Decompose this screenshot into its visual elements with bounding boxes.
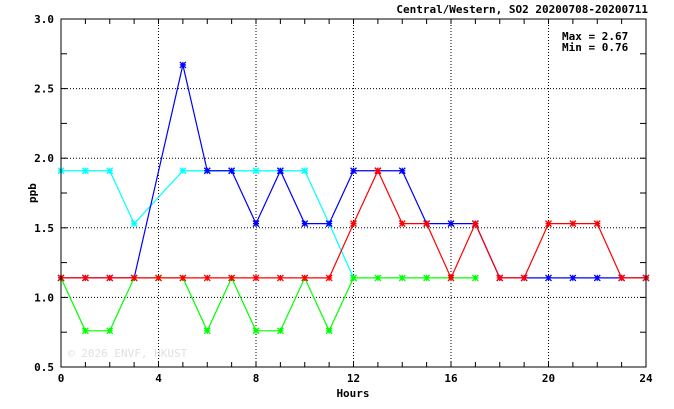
- series-line-day2: [61, 64, 646, 279]
- data-point-day4: [276, 274, 284, 282]
- data-point-day3: [350, 274, 357, 282]
- x-axis-label: Hours: [336, 387, 369, 400]
- data-point-day1: [179, 167, 187, 175]
- data-point-day4: [520, 274, 528, 282]
- data-point-day4: [545, 220, 552, 228]
- series-line-day1: [61, 170, 355, 279]
- data-point-day2: [545, 274, 552, 282]
- data-point-day2: [398, 167, 406, 175]
- data-point-day3: [276, 327, 284, 335]
- data-point-day2: [252, 220, 260, 228]
- data-point-day2: [325, 220, 333, 228]
- data-point-day4: [471, 220, 479, 228]
- data-point-day3: [106, 327, 114, 335]
- data-point-day4: [398, 220, 406, 228]
- data-point-day1: [252, 167, 260, 175]
- data-point-day4: [252, 274, 260, 282]
- data-point-day2: [179, 61, 187, 69]
- y-tick-label: 0.5: [34, 361, 54, 374]
- data-point-day2: [593, 274, 601, 282]
- x-tick-label: 0: [58, 372, 65, 385]
- data-point-day3: [81, 327, 89, 335]
- chart-title: Central/Western, SO2 20200708-20200711: [396, 3, 648, 16]
- data-point-day2: [301, 220, 309, 228]
- min-annotation: Min = 0.76: [562, 41, 629, 54]
- series-line-day3: [60, 276, 476, 333]
- y-axis-label: ppb: [26, 183, 39, 203]
- data-point-day4: [130, 274, 138, 282]
- y-tick-label: 1.5: [34, 222, 54, 235]
- data-point-day4: [374, 167, 382, 175]
- data-point-day3: [252, 327, 260, 335]
- data-point-day4: [569, 220, 577, 228]
- data-point-day4: [155, 274, 162, 282]
- data-point-day4: [106, 274, 114, 282]
- data-point-day4: [350, 220, 357, 228]
- data-point-day4: [325, 274, 333, 282]
- data-point-day1: [106, 167, 114, 175]
- data-point-day4: [496, 274, 504, 282]
- x-tick-label: 12: [347, 372, 360, 385]
- max-annotation: Max = 2.67: [562, 30, 628, 43]
- data-point-day4: [447, 274, 455, 282]
- x-tick-label: 8: [253, 372, 260, 385]
- x-tick-label: 16: [444, 372, 458, 385]
- data-point-day2: [350, 167, 357, 175]
- y-tick-label: 1.0: [34, 291, 54, 304]
- data-point-day4: [618, 274, 626, 282]
- data-point-day4: [81, 274, 89, 282]
- y-tick-label: 2.5: [34, 83, 54, 96]
- data-point-day2: [228, 167, 236, 175]
- data-point-day4: [228, 274, 236, 282]
- data-point-day1: [81, 167, 89, 175]
- data-point-day3: [423, 274, 431, 282]
- data-point-day4: [593, 220, 601, 228]
- data-point-day4: [301, 274, 309, 282]
- data-point-day3: [374, 274, 382, 282]
- y-tick-label: 3.0: [34, 13, 54, 26]
- watermark: © 2026 ENVF, HKUST: [68, 347, 188, 360]
- data-point-day3: [471, 274, 479, 282]
- data-point-day3: [203, 327, 211, 335]
- data-point-day4: [423, 220, 431, 228]
- data-point-day2: [447, 220, 455, 228]
- data-point-day1: [301, 167, 309, 175]
- data-point-day4: [179, 274, 187, 282]
- x-tick-label: 4: [155, 372, 162, 385]
- y-tick-label: 2.0: [34, 152, 54, 165]
- data-point-day2: [203, 167, 211, 175]
- data-point-day2: [276, 167, 284, 175]
- x-tick-label: 20: [542, 372, 555, 385]
- data-point-day1: [130, 220, 138, 228]
- data-point-day2: [569, 274, 577, 282]
- data-point-day3: [398, 274, 406, 282]
- data-point-day3: [325, 327, 333, 335]
- data-point-day4: [203, 274, 211, 282]
- x-tick-label: 24: [639, 372, 653, 385]
